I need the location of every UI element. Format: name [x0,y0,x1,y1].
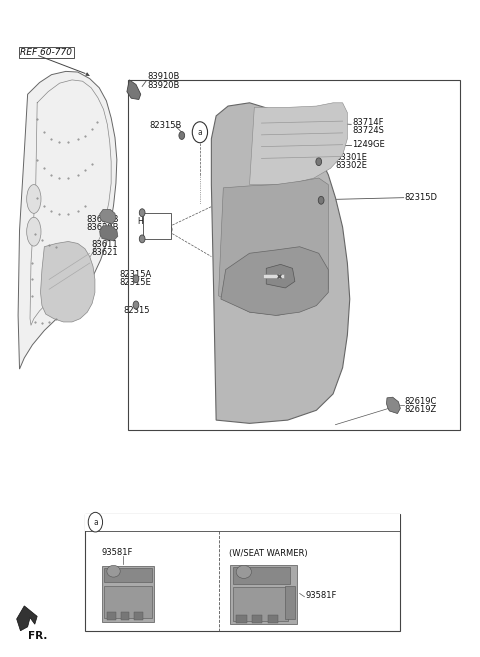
Text: 83714F: 83714F [352,118,384,127]
Bar [230,565,297,624]
Ellipse shape [236,565,252,578]
Polygon shape [127,80,141,99]
Circle shape [318,196,324,204]
Circle shape [179,131,185,139]
Bar [268,615,278,623]
Text: (W/SEAT WARMER): (W/SEAT WARMER) [228,549,307,558]
Text: 83302E: 83302E [336,161,367,170]
Bar [285,586,295,619]
Ellipse shape [107,565,120,577]
Bar [233,587,288,621]
Circle shape [139,235,145,243]
Bar [104,585,152,618]
Bar [236,615,247,623]
Polygon shape [250,102,348,185]
Text: H82315: H82315 [137,217,167,226]
Circle shape [88,512,103,532]
Text: 83920B: 83920B [147,81,180,89]
Bar [108,612,116,620]
Bar [128,80,459,430]
Bar [120,612,129,620]
Text: a: a [198,127,202,137]
Text: 82315D: 82315D [405,193,438,202]
Circle shape [133,275,139,283]
Bar [85,514,400,631]
Polygon shape [218,178,328,315]
Text: 82315E: 82315E [119,278,151,287]
Bar [143,213,171,239]
Text: 83301E: 83301E [336,152,367,162]
Text: 83621: 83621 [91,248,118,257]
Polygon shape [18,72,117,369]
Bar [104,568,152,582]
Bar [134,612,143,620]
Text: 83610B: 83610B [86,215,119,224]
Circle shape [192,122,207,143]
Text: REF 60-770: REF 60-770 [21,48,72,57]
Text: 82315B: 82315B [149,121,182,130]
Polygon shape [100,210,116,224]
Polygon shape [221,247,328,315]
Ellipse shape [27,217,41,246]
Bar [102,566,154,622]
Polygon shape [266,264,295,288]
Text: 93581F: 93581F [102,549,133,557]
Text: 83724S: 83724S [352,126,384,135]
Text: 1249GE: 1249GE [352,139,385,148]
Text: 82315D: 82315D [144,226,173,235]
Text: 83620B: 83620B [86,223,119,232]
Circle shape [316,158,322,166]
Bar [233,567,290,583]
Text: 83611: 83611 [91,240,118,249]
Polygon shape [17,606,37,631]
Bar [85,514,400,531]
Polygon shape [211,102,350,423]
Circle shape [139,209,145,217]
Text: a: a [93,518,98,527]
Text: 82619Z: 82619Z [405,405,437,414]
Text: FR.: FR. [28,631,47,641]
Polygon shape [40,242,95,322]
Bar [252,615,263,623]
Bar [263,273,284,278]
Text: 82619C: 82619C [405,397,437,406]
Polygon shape [386,397,400,413]
Text: 82315: 82315 [123,306,150,315]
Polygon shape [290,116,315,128]
Ellipse shape [27,185,41,214]
Polygon shape [100,226,118,241]
Circle shape [133,301,139,309]
Text: 82315A: 82315A [119,270,152,279]
Text: 83910B: 83910B [147,72,180,81]
Text: 93581F: 93581F [306,591,337,600]
